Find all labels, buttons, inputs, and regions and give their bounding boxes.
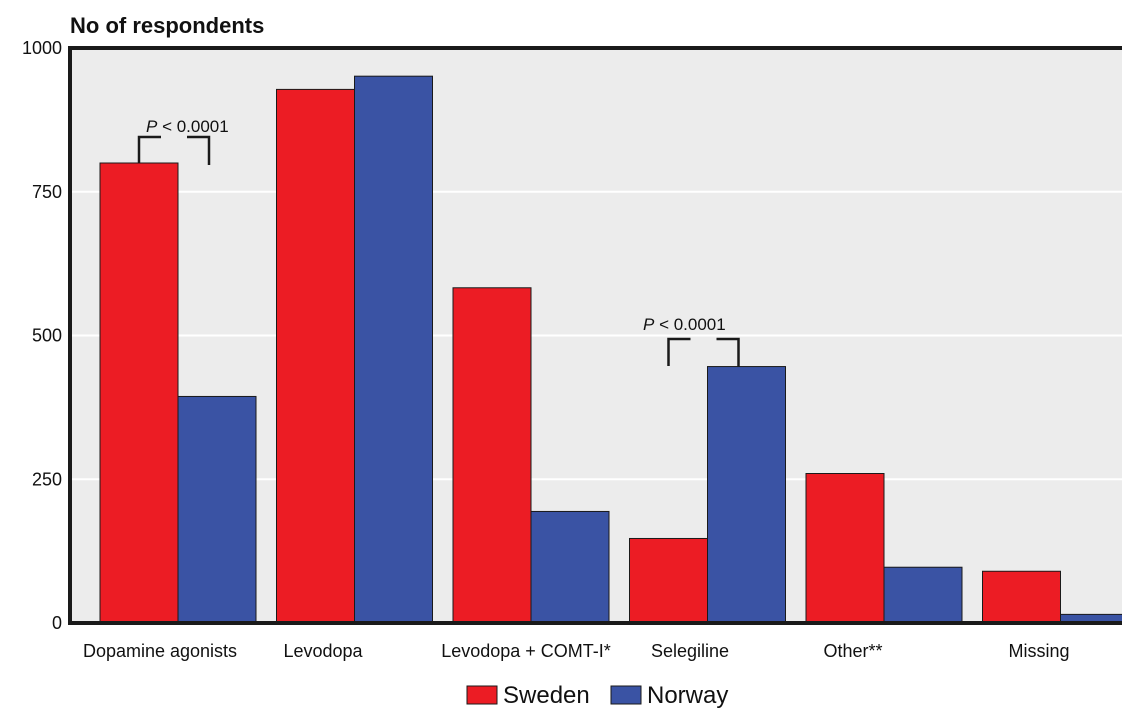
legend-item-norway: Norway bbox=[610, 682, 728, 709]
category-label: Selegiline bbox=[651, 641, 729, 661]
p-value-label: P < 0.0001 bbox=[643, 315, 726, 334]
legend-item-sweden: Sweden bbox=[466, 682, 590, 709]
significance-bracket: P < 0.0001 bbox=[137, 117, 229, 165]
y-tick-labels: 0 250 500 750 1000 bbox=[22, 38, 62, 633]
significance-bracket: P < 0.0001 bbox=[643, 315, 740, 367]
y-tick-label: 1000 bbox=[22, 38, 62, 58]
y-tick-label: 500 bbox=[32, 326, 62, 346]
category-label: Levodopa + COMT-I* bbox=[441, 641, 611, 661]
axes bbox=[68, 46, 1122, 625]
legend-swatch bbox=[610, 685, 642, 705]
bar-norway-4 bbox=[707, 366, 786, 624]
category-label: Levodopa bbox=[283, 641, 363, 661]
category-label: Dopamine agonists bbox=[83, 641, 237, 661]
bar-sweden-2 bbox=[276, 88, 355, 624]
bar-norway-1 bbox=[177, 395, 257, 624]
category-label: Missing bbox=[1008, 641, 1069, 661]
y-axis-title: No of respondents bbox=[70, 13, 264, 38]
p-value-label: P < 0.0001 bbox=[146, 117, 229, 136]
bar-sweden-5 bbox=[805, 473, 885, 624]
legend-swatch bbox=[466, 685, 498, 705]
legend: Sweden Norway bbox=[466, 682, 728, 709]
y-tick-label: 250 bbox=[32, 469, 62, 489]
bar-sweden-3 bbox=[452, 287, 532, 624]
annotations: P < 0.0001 P < 0.0001 bbox=[137, 117, 740, 367]
y-tick-label: 750 bbox=[32, 182, 62, 202]
bracket-line bbox=[667, 337, 740, 367]
legend-label: Sweden bbox=[503, 682, 590, 709]
bar-norway-2 bbox=[354, 75, 433, 624]
bar-norway-5 bbox=[883, 566, 963, 624]
bar-sweden-6 bbox=[982, 570, 1061, 624]
y-tick-label: 0 bbox=[52, 613, 62, 633]
category-labels: Dopamine agonists Levodopa Levodopa + COMT… bbox=[83, 641, 1070, 661]
bar-sweden-4 bbox=[629, 537, 708, 624]
bars bbox=[99, 75, 1122, 624]
bar-sweden-1 bbox=[99, 162, 179, 624]
bar-norway-3 bbox=[530, 510, 610, 624]
bracket-line bbox=[137, 135, 211, 165]
category-label: Other** bbox=[823, 641, 882, 661]
legend-label: Norway bbox=[647, 682, 728, 709]
